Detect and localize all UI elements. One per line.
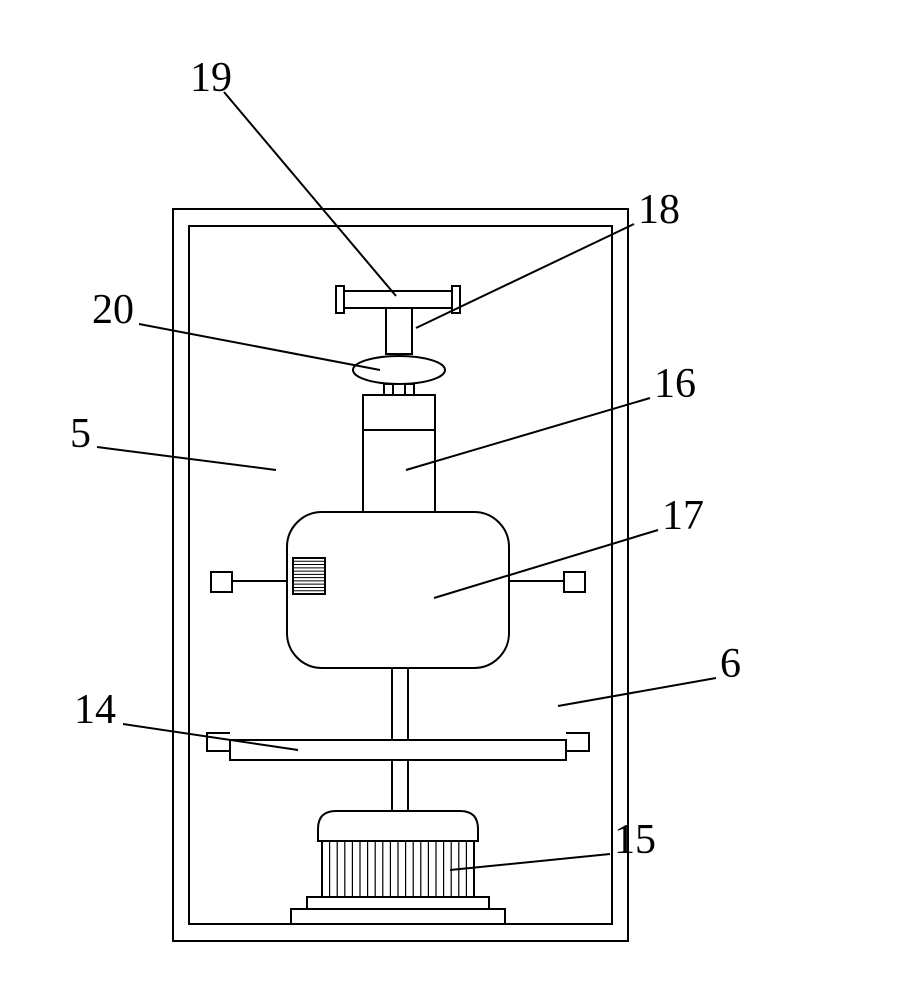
disc: [353, 356, 445, 384]
technical-diagram: [0, 0, 899, 1000]
label-16: 16: [654, 360, 696, 408]
lower-shaft: [392, 668, 408, 740]
label-6: 6: [720, 640, 741, 688]
base-1: [307, 897, 489, 909]
t-handle-stem: [386, 308, 412, 354]
t-handle-cap-left: [336, 286, 344, 313]
leader-line-5: [97, 447, 276, 470]
leader-line-14: [123, 724, 298, 750]
hatch-knob: [293, 558, 325, 594]
label-14: 14: [74, 686, 116, 734]
label-5: 5: [70, 410, 91, 458]
label-20: 20: [92, 286, 134, 334]
leader-line-6: [558, 678, 716, 706]
horizontal-bar: [230, 740, 566, 760]
disc-peg-left: [384, 384, 393, 395]
label-17: 17: [662, 492, 704, 540]
bottom-cap: [318, 811, 478, 841]
leader-line-19: [224, 92, 396, 296]
right-clip: [566, 733, 589, 751]
disc-peg-right: [405, 384, 414, 395]
lower-stem: [392, 760, 408, 812]
label-15: 15: [614, 816, 656, 864]
leader-line-16: [406, 398, 650, 470]
left-bracket: [211, 572, 232, 592]
base-2: [291, 909, 505, 924]
right-bracket: [564, 572, 585, 592]
left-clip: [207, 733, 230, 751]
t-handle-bar: [344, 291, 452, 308]
leader-line-20: [139, 324, 380, 370]
label-19: 19: [190, 54, 232, 102]
upper-cylinder: [363, 395, 435, 512]
leader-line-18: [416, 224, 634, 328]
label-18: 18: [638, 186, 680, 234]
